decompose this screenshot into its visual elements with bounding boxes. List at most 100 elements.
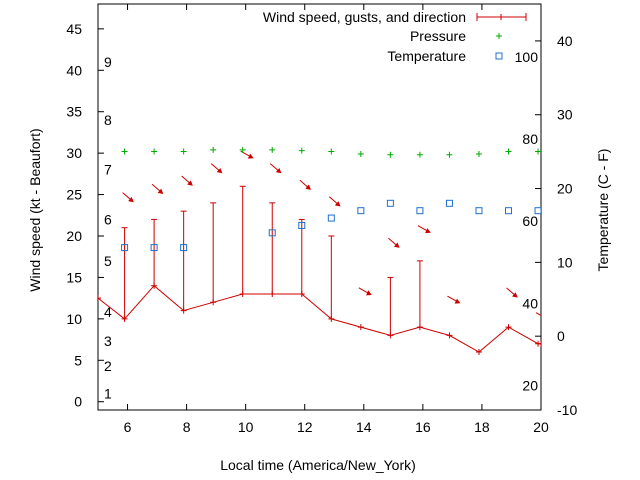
temperature-point [150, 244, 158, 252]
wind-direction-arrowhead [366, 290, 372, 296]
beaufort-label: 4 [104, 304, 112, 320]
y-axis-label-left: Wind speed (kt - Beaufort) [27, 128, 43, 291]
wind-direction-arrowhead [512, 292, 518, 298]
wind-direction-arrowhead [216, 167, 223, 174]
legend: Wind speed, gusts, and direction Pressure… [263, 9, 527, 64]
x-tick-label: 16 [415, 419, 431, 435]
beaufort-label: 6 [104, 211, 112, 227]
pressure-point [357, 150, 364, 157]
wind-direction-arrowhead [334, 201, 341, 207]
pressure-point [239, 146, 246, 153]
wind-speed-point [98, 295, 101, 302]
temperature-point [180, 244, 188, 252]
beaufort-label: 5 [104, 253, 112, 269]
legend-temperature-swatch [495, 52, 503, 60]
wind-direction-arrowhead [425, 228, 431, 234]
axes: 6 8 10 12 14 16 18 20051015202530354045-1001020… [66, 4, 577, 435]
pressure-point [210, 146, 217, 153]
y-tick-label-left: 35 [66, 104, 82, 120]
y-tick-label-left: 25 [66, 187, 82, 203]
wind-speed-point [446, 332, 453, 339]
wind-speed-point [505, 324, 512, 331]
fahrenheit-label: 80 [522, 131, 538, 147]
pressure-point [475, 150, 482, 157]
wind-direction-arrowhead [454, 298, 461, 304]
y-tick-label-left: 0 [74, 394, 82, 410]
pressure-point [505, 148, 512, 155]
y-tick-label-right: 30 [557, 107, 573, 123]
wind-speed-point [475, 349, 482, 355]
legend-wind-label: Wind speed, gusts, and direction [263, 9, 466, 25]
x-tick-label: 18 [474, 419, 490, 435]
x-tick-label: 12 [297, 419, 313, 435]
pressure-point [387, 151, 394, 158]
x-tick-label: 10 [238, 419, 254, 435]
temperature-point [505, 207, 513, 215]
temperature-point [416, 207, 424, 215]
plot-border [97, 3, 542, 411]
temperature-point [298, 221, 306, 229]
fahrenheit-label: 60 [522, 213, 538, 229]
y-tick-label-left: 10 [66, 311, 82, 327]
pressure-point [269, 146, 276, 153]
y-tick-label-right: -10 [557, 402, 577, 418]
wind-direction-arrowhead [187, 180, 193, 186]
legend-pressure-label: Pressure [410, 28, 466, 44]
temperature-point [121, 244, 129, 252]
series [98, 146, 548, 355]
pressure-point [151, 148, 158, 155]
wind-direction-arrowhead [544, 316, 548, 319]
temperature-point [327, 214, 335, 222]
pressure-point [446, 151, 453, 158]
beaufort-label: 3 [104, 333, 112, 349]
temperature-point [268, 229, 276, 237]
temperature-point [386, 199, 394, 207]
temperature-point [534, 207, 541, 215]
y-tick-label-left: 45 [66, 21, 82, 37]
wind-direction-arrowhead [247, 153, 254, 159]
fahrenheit-label: 20 [522, 378, 538, 394]
pressure-point [416, 151, 423, 158]
wind-direction-arrowhead [393, 242, 400, 248]
y-tick-label-left: 30 [66, 145, 82, 161]
wind-speed-point [357, 324, 364, 331]
fahrenheit-label: 40 [522, 296, 538, 312]
y-tick-label-right: 20 [557, 181, 573, 197]
y-tick-label-left: 5 [74, 352, 82, 368]
y-tick-label-right: 0 [557, 328, 565, 344]
fahrenheit-label: 100 [515, 49, 539, 65]
pressure-point [298, 147, 305, 154]
series-clip-group [98, 146, 548, 355]
y-tick-label-right: 40 [557, 33, 573, 49]
x-tick-label: 6 [124, 419, 132, 435]
x-axis-label: Local time (America/New_York) [220, 457, 416, 473]
temperature-point [357, 207, 365, 215]
temperature-point [475, 207, 483, 215]
y-tick-label-left: 20 [66, 228, 82, 244]
wind-direction-arrowhead [128, 196, 134, 203]
beaufort-label: 2 [104, 358, 112, 374]
wind-direction-arrowhead [305, 184, 312, 190]
beaufort-label: 9 [104, 54, 112, 70]
wind-direction-arrowhead [157, 188, 164, 195]
x-tick-label: 14 [356, 419, 372, 435]
legend-temperature-label: Temperature [387, 48, 466, 64]
wind-direction-arrow [535, 312, 541, 317]
pressure-point [180, 148, 187, 155]
y-tick-label-left: 40 [66, 62, 82, 78]
y-tick-label-right: 10 [557, 254, 573, 270]
y-axis-label-right: Temperature (C - F) [595, 149, 611, 272]
plot-area [97, 3, 542, 411]
x-tick-label: 20 [533, 419, 549, 435]
temperature-point [445, 199, 453, 207]
legend-pressure-swatch [496, 33, 502, 39]
beaufort-label: 1 [104, 385, 112, 401]
wind-speed-line [98, 285, 541, 353]
pressure-point [328, 148, 335, 155]
y-tick-label-left: 15 [66, 269, 82, 285]
x-tick-label: 8 [183, 419, 191, 435]
wind-direction-arrowhead [275, 167, 282, 174]
pressure-point [121, 148, 128, 155]
beaufort-label: 7 [104, 162, 112, 178]
